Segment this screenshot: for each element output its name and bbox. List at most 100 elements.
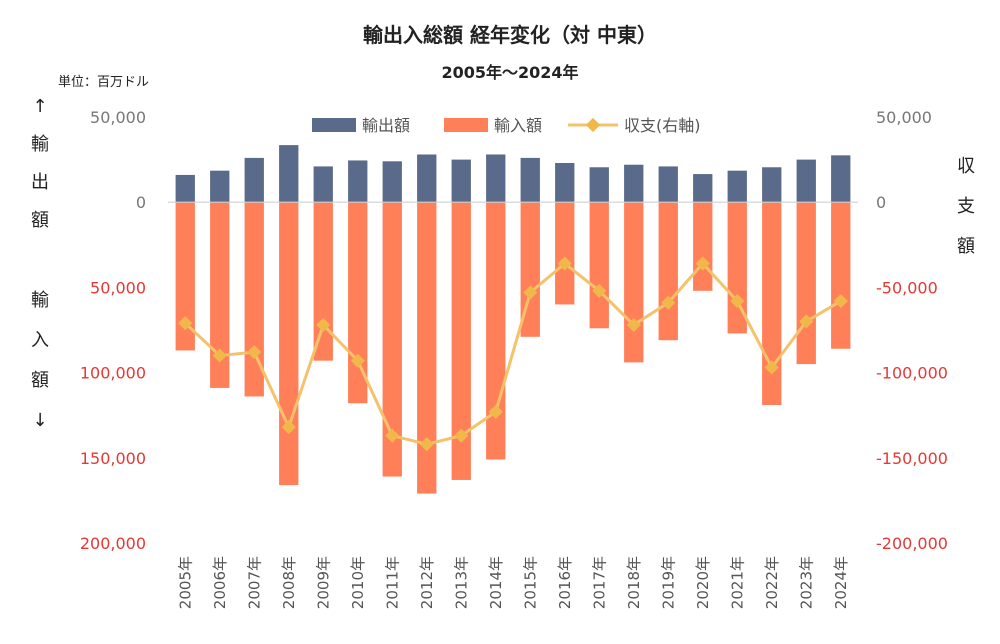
balance-point: [695, 256, 710, 271]
left-tick-label: 50,000: [90, 108, 146, 127]
left-axis-label-export-char: 額: [31, 210, 49, 231]
balance-point: [764, 360, 779, 375]
balance-point: [592, 283, 607, 298]
x-tick-label: 2006年: [211, 556, 229, 609]
import-bar: [210, 202, 230, 388]
x-tick-label: 2023年: [797, 556, 815, 609]
x-tick-label: 2012年: [418, 556, 436, 609]
x-tick-label: 2007年: [245, 556, 263, 609]
export-bar: [831, 155, 851, 203]
right-tick-label: 50,000: [876, 108, 932, 127]
x-tick-label: 2010年: [349, 556, 367, 609]
x-tick-label: 2018年: [625, 556, 643, 609]
import-bar: [244, 202, 264, 397]
x-tick-label: 2020年: [694, 556, 712, 609]
x-tick-label: 2021年: [728, 556, 746, 609]
balance-point: [799, 314, 814, 329]
balance-point: [281, 420, 296, 435]
balance-point: [626, 317, 641, 332]
left-axis: 50,000 0 50,000 100,000 150,000 200,000: [80, 108, 146, 553]
x-tick-label: 2011年: [383, 556, 401, 609]
balance-point: [557, 256, 572, 271]
export-bar: [244, 157, 264, 203]
balance-point: [454, 428, 469, 443]
import-bar: [658, 202, 678, 341]
legend-label-export: 輸出額: [362, 116, 410, 135]
balance-point: [316, 317, 331, 332]
export-bar: [382, 161, 402, 203]
export-bar: [417, 154, 437, 203]
import-bar: [486, 202, 506, 460]
export-bar: [658, 166, 678, 203]
x-tick-label: 2024年: [832, 556, 850, 609]
left-axis-label-import-char: 輸: [31, 290, 49, 311]
x-tick-label: 2009年: [314, 556, 332, 609]
legend: 輸出額 輸入額 収支(右軸): [312, 116, 701, 135]
import-bar: [417, 202, 437, 494]
import-bar: [313, 202, 333, 361]
left-axis-label-export-char: 輸: [31, 134, 49, 155]
import-bar: [624, 202, 644, 363]
export-bar: [279, 145, 299, 203]
right-tick-label: -150,000: [876, 449, 948, 468]
balance-point: [730, 293, 745, 309]
balance-point: [247, 345, 262, 360]
left-axis-label-export: ↑ 輸出額: [31, 96, 49, 231]
x-axis: 2005年 2006年 2007年 2008年 2009年 2010年 2011年 2012年…: [176, 556, 850, 609]
balance-point: [385, 428, 400, 443]
right-tick-label: -200,000: [876, 534, 948, 553]
x-tick-label: 2022年: [763, 556, 781, 609]
export-bar: [555, 163, 575, 203]
left-axis-label-import: 輸入額 ↓: [31, 290, 49, 431]
balance-point: [212, 348, 227, 363]
balance-line-series: [178, 256, 848, 452]
balance-point: [419, 437, 434, 452]
x-tick-label: 2008年: [280, 556, 298, 609]
export-bar: [624, 164, 644, 203]
right-axis-label-balance-char: 支: [957, 196, 975, 217]
balance-line: [184, 262, 842, 446]
import-bar: [796, 202, 816, 365]
right-axis: 50,000 0 -50,000 -100,000 -150,000 -200,000: [876, 108, 948, 553]
legend-label-import: 輸入額: [494, 116, 542, 135]
right-axis-label-balance-char: 収: [957, 156, 975, 177]
export-bar: [175, 174, 195, 203]
unit-label: 単位：百万ドル: [58, 74, 149, 90]
right-tick-label: -100,000: [876, 364, 948, 383]
chart-title: 輸出入総額 経年変化（対 中東）: [363, 23, 657, 47]
left-tick-label: 0: [136, 193, 146, 212]
export-bar: [520, 157, 540, 203]
x-tick-label: 2016年: [556, 556, 574, 609]
right-tick-label: 0: [876, 193, 886, 212]
left-axis-label-import-char: ↓: [32, 410, 47, 431]
right-axis-label-balance: 収支額: [957, 156, 975, 257]
balance-point: [350, 353, 365, 368]
legend-label-balance: 収支(右軸): [624, 116, 701, 135]
export-bar: [210, 170, 230, 203]
balance-point: [523, 285, 538, 300]
left-tick-label: 50,000: [90, 278, 146, 297]
x-tick-label: 2013年: [452, 556, 470, 609]
bar-series: [175, 145, 851, 494]
export-bar: [796, 159, 816, 203]
legend-swatch-import: [444, 118, 488, 132]
right-axis-label-balance-char: 額: [957, 236, 975, 257]
export-bar: [486, 154, 506, 203]
left-axis-label-import-char: 入: [31, 330, 49, 351]
export-bar: [727, 170, 747, 203]
left-axis-label-export-char: 出: [31, 172, 49, 193]
balance-point: [661, 295, 676, 310]
export-bar: [693, 174, 713, 203]
balance-point: [833, 293, 848, 309]
import-bar: [348, 202, 368, 404]
x-tick-label: 2014年: [487, 556, 505, 609]
left-tick-label: 150,000: [80, 449, 146, 468]
import-bar: [693, 202, 713, 291]
import-bar: [762, 202, 782, 405]
import-bar: [451, 202, 471, 480]
import-bar: [831, 202, 851, 349]
left-tick-label: 100,000: [80, 364, 146, 383]
import-bar: [382, 202, 402, 477]
import-bar: [175, 202, 195, 351]
